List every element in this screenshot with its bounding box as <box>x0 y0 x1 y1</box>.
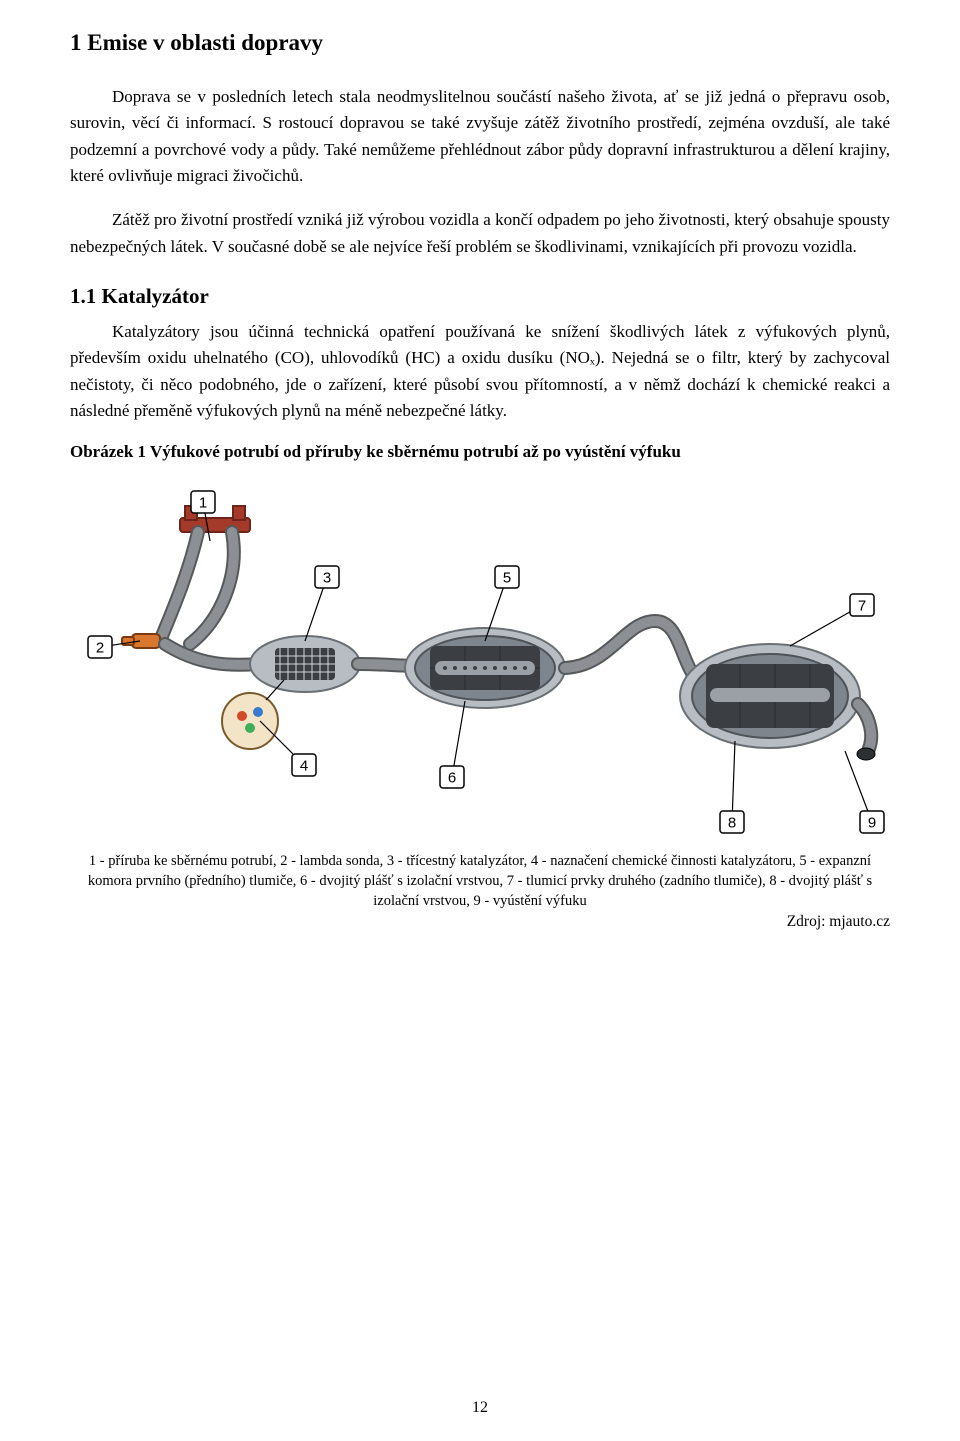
callout-number-7: 7 <box>858 598 866 615</box>
exhaust-svg: 1 2 3 4 5 6 7 8 9 <box>70 466 890 846</box>
callout-number-5: 5 <box>503 570 511 587</box>
heading-1: 1 Emise v oblasti dopravy <box>70 30 890 56</box>
paragraph-1: Doprava se v posledních letech stala neo… <box>70 84 890 189</box>
figure-exhaust-diagram: 1 2 3 4 5 6 7 8 9 <box>70 466 890 846</box>
figure-legend: 1 - příruba ke sběrnému potrubí, 2 - lam… <box>70 852 890 911</box>
callout-number-8: 8 <box>728 815 736 832</box>
figure-source: Zdroj: mjauto.cz <box>70 913 890 931</box>
callout-number-9: 9 <box>868 815 876 832</box>
callout-number-3: 3 <box>323 570 331 587</box>
page-number: 12 <box>0 1399 960 1417</box>
paragraph-3: Katalyzátory jsou účinná technická opatř… <box>70 319 890 424</box>
paragraph-2: Zátěž pro životní prostředí vzniká již v… <box>70 207 890 260</box>
callout-number-1: 1 <box>199 495 207 512</box>
figure-caption: Obrázek 1 Výfukové potrubí od příruby ke… <box>70 442 890 462</box>
callout-number-6: 6 <box>448 770 456 787</box>
callout-number-4: 4 <box>300 758 308 775</box>
callout-number-2: 2 <box>96 640 104 657</box>
heading-1-1: 1.1 Katalyzátor <box>70 284 890 309</box>
document-page: 1 Emise v oblasti dopravy Doprava se v p… <box>0 0 960 1441</box>
